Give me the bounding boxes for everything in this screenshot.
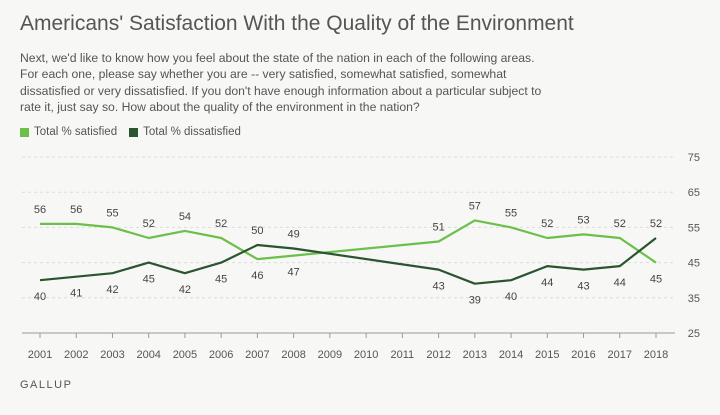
source-label: GALLUP bbox=[20, 379, 73, 391]
data-label-dissatisfied-2007: 50 bbox=[251, 225, 263, 237]
x-tick-label-2006: 2006 bbox=[209, 349, 233, 361]
data-label-dissatisfied-2017: 44 bbox=[614, 277, 626, 289]
data-label-dissatisfied-2014: 40 bbox=[505, 291, 517, 303]
series-line-satisfied bbox=[40, 219, 657, 264]
x-tick-label-2014: 2014 bbox=[499, 349, 523, 361]
x-tick-label-2007: 2007 bbox=[245, 349, 269, 361]
x-tick-label-2009: 2009 bbox=[318, 349, 342, 361]
data-label-satisfied-2001: 56 bbox=[34, 204, 46, 216]
data-label-satisfied-2006: 52 bbox=[215, 218, 227, 230]
legend-label-satisfied: Total % satisfied bbox=[34, 126, 118, 138]
data-label-dissatisfied-2012: 43 bbox=[432, 281, 444, 293]
y-tick-label-25: 25 bbox=[688, 328, 700, 340]
data-label-dissatisfied-2002: 41 bbox=[70, 288, 82, 300]
data-label-satisfied-2003: 55 bbox=[106, 207, 118, 219]
x-tick-label-2003: 2003 bbox=[100, 349, 124, 361]
y-tick-label-65: 65 bbox=[688, 187, 700, 199]
legend-swatch-satisfied bbox=[20, 127, 29, 137]
legend: Total % satisfied Total % dissatisfied bbox=[20, 126, 241, 138]
series-line-dissatisfied bbox=[39, 237, 657, 285]
x-tick-label-2008: 2008 bbox=[281, 349, 305, 361]
data-label-satisfied-2015: 52 bbox=[541, 218, 553, 230]
data-label-dissatisfied-2008: 49 bbox=[288, 229, 300, 241]
question-text: Next, we'd like to know how you feel abo… bbox=[20, 51, 542, 114]
data-label-satisfied-2016: 53 bbox=[577, 214, 589, 226]
data-label-satisfied-2012: 51 bbox=[432, 221, 444, 233]
x-tick-label-2013: 2013 bbox=[463, 349, 487, 361]
x-tick-label-2017: 2017 bbox=[608, 349, 632, 361]
data-label-satisfied-2004: 52 bbox=[143, 218, 155, 230]
data-label-dissatisfied-2006: 45 bbox=[215, 274, 227, 286]
data-label-dissatisfied-2018: 52 bbox=[650, 218, 662, 230]
data-label-dissatisfied-2004: 45 bbox=[143, 274, 155, 286]
y-tick-label-55: 55 bbox=[688, 222, 700, 234]
data-label-satisfied-2014: 55 bbox=[505, 207, 517, 219]
data-label-dissatisfied-2015: 44 bbox=[541, 277, 553, 289]
data-label-satisfied-2002: 56 bbox=[70, 204, 82, 216]
y-tick-label-75: 75 bbox=[688, 152, 700, 164]
legend-item-dissatisfied: Total % dissatisfied bbox=[129, 126, 241, 138]
x-tick-label-2018: 2018 bbox=[644, 349, 668, 361]
y-tick-label-45: 45 bbox=[688, 258, 700, 270]
data-label-satisfied-2005: 54 bbox=[179, 211, 191, 223]
legend-item-satisfied: Total % satisfied bbox=[20, 126, 117, 138]
legend-label-dissatisfied: Total % dissatisfied bbox=[143, 126, 241, 138]
data-label-satisfied-2017: 52 bbox=[614, 218, 626, 230]
legend-swatch-dissatisfied bbox=[129, 127, 139, 137]
y-tick-label-35: 35 bbox=[688, 293, 700, 305]
x-tick-label-2016: 2016 bbox=[571, 349, 595, 361]
data-label-dissatisfied-2005: 42 bbox=[179, 284, 191, 296]
x-tick-label-2002: 2002 bbox=[64, 349, 88, 361]
data-label-satisfied-2018: 45 bbox=[650, 274, 662, 286]
x-tick-label-2011: 2011 bbox=[391, 349, 415, 361]
x-tick-label-2005: 2005 bbox=[173, 349, 197, 361]
data-label-dissatisfied-2003: 42 bbox=[106, 284, 118, 296]
x-tick-label-2010: 2010 bbox=[354, 349, 378, 361]
x-tick-label-2012: 2012 bbox=[426, 349, 450, 361]
data-label-dissatisfied-2016: 43 bbox=[577, 281, 589, 293]
x-tick-label-2004: 2004 bbox=[136, 349, 160, 361]
data-label-satisfied-2008: 47 bbox=[288, 267, 300, 279]
chart-title: Americans' Satisfaction With the Quality… bbox=[20, 12, 574, 35]
data-label-dissatisfied-2001: 40 bbox=[34, 291, 46, 303]
x-tick-label-2015: 2015 bbox=[535, 349, 559, 361]
data-label-dissatisfied-2013: 39 bbox=[469, 295, 481, 307]
x-tick-label-2001: 2001 bbox=[28, 349, 52, 361]
data-label-satisfied-2013: 57 bbox=[469, 200, 481, 212]
data-label-satisfied-2007: 46 bbox=[251, 270, 263, 282]
